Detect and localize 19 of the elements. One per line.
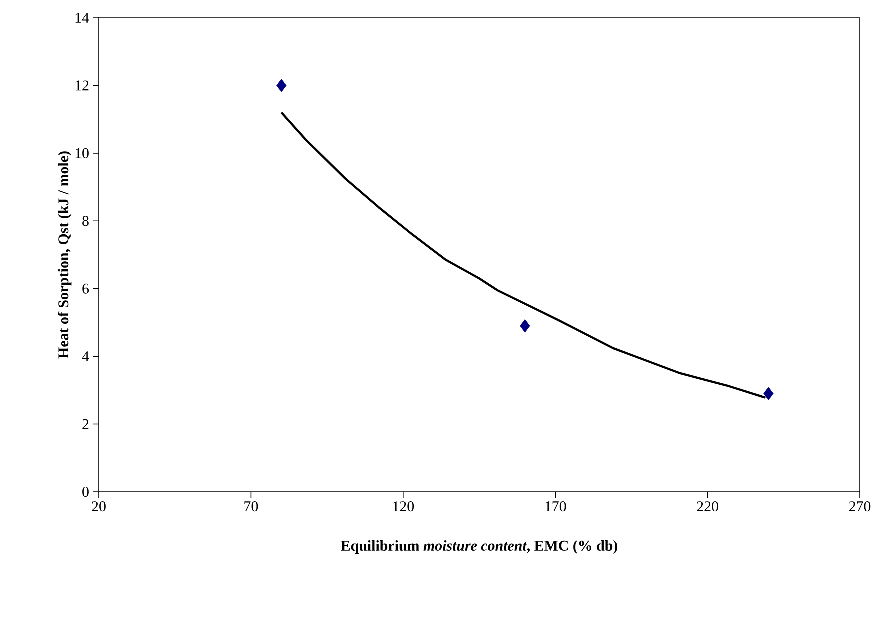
x-tick-label: 70 bbox=[244, 502, 258, 512]
y-tick-label: 0 bbox=[82, 486, 89, 498]
y-tick-label: 2 bbox=[82, 419, 89, 430]
x-tick-label: 20 bbox=[92, 502, 106, 512]
x-axis-title: Equilibrium moisture content, EMC (% db) bbox=[341, 540, 618, 554]
y-tick-label: 4 bbox=[82, 352, 90, 362]
y-tick-label: 8 bbox=[82, 216, 89, 226]
y-tick-label: 10 bbox=[76, 148, 89, 158]
x-tick-label: 170 bbox=[546, 502, 566, 512]
y-tick-label: 6 bbox=[82, 284, 90, 294]
x-tick-label: 120 bbox=[394, 502, 414, 512]
y-axis-title: Heat of Sorption, Qst (kJ / mole) bbox=[58, 152, 72, 359]
x-tick-label: 220 bbox=[697, 502, 718, 512]
y-tick-label: 14 bbox=[76, 13, 90, 23]
point bbox=[520, 319, 530, 333]
point bbox=[276, 79, 287, 92]
y-tick-label: 12 bbox=[76, 80, 89, 91]
x-tick-label: 270 bbox=[849, 502, 871, 512]
point bbox=[764, 387, 774, 400]
